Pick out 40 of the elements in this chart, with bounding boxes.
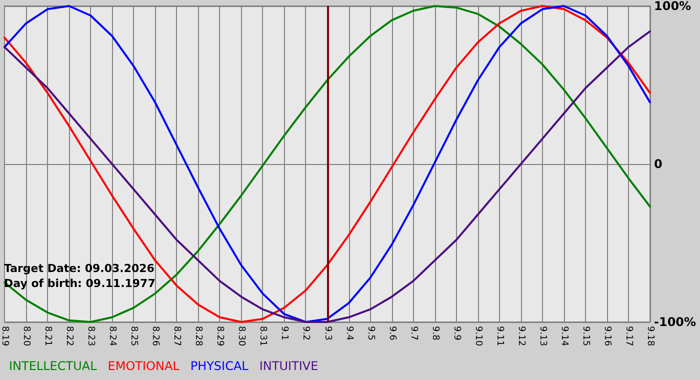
x-tick-label: 9.7 xyxy=(408,326,418,340)
x-tick-label: 8.24 xyxy=(107,326,118,346)
x-tick-label: 8.25 xyxy=(128,326,139,346)
text: PHYSICAL xyxy=(190,359,249,373)
x-tick-label: 9.18 xyxy=(645,326,655,346)
y-tick-label: -100% xyxy=(654,315,696,329)
x-tick-label: 9.11 xyxy=(494,326,504,346)
x-tick-label: 8.20 xyxy=(21,326,32,346)
x-tick-label: 8.23 xyxy=(86,326,96,346)
y-tick-label: 0 xyxy=(654,157,662,171)
x-tick-label: 9.1 xyxy=(279,326,290,340)
annotation: Day of birth: 09.11.1977 xyxy=(4,277,156,290)
text: INTELLECTUAL xyxy=(9,359,98,373)
x-tick-label: 9.9 xyxy=(451,326,462,341)
x-tick-label: 9.5 xyxy=(365,326,376,340)
x-tick-label: 9.14 xyxy=(558,326,569,346)
x-tick-label: 9.16 xyxy=(602,326,612,346)
x-tick-label: 9.17 xyxy=(623,326,634,346)
x-tick-label: 9.8 xyxy=(430,326,440,341)
x-tick-label: 9.13 xyxy=(537,326,548,346)
x-tick-label: 8.26 xyxy=(150,326,160,346)
text: EMOTIONAL xyxy=(108,359,180,373)
x-tick-label: 9.4 xyxy=(344,326,354,341)
x-tick-label: 9.6 xyxy=(386,326,397,341)
y-tick-label: 100% xyxy=(654,0,692,13)
x-tick-label: 8.31 xyxy=(258,326,268,346)
x-tick-label: 9.2 xyxy=(300,326,311,340)
x-tick-label: 8.28 xyxy=(193,326,204,346)
x-tick-label: 8.30 xyxy=(236,326,246,346)
x-tick-label: 9.10 xyxy=(472,326,483,346)
x-tick-label: 8.27 xyxy=(172,326,182,346)
annotation: Target Date: 09.03.2026 xyxy=(4,262,155,275)
x-tick-label: 9.3 xyxy=(322,326,332,340)
x-tick-label: 8.22 xyxy=(64,326,74,346)
x-tick-label: 8.19 xyxy=(0,326,10,346)
text: INTUITIVE xyxy=(259,359,318,373)
x-tick-label: 8.29 xyxy=(214,326,225,346)
x-tick-label: 9.15 xyxy=(580,326,590,346)
x-tick-label: 8.21 xyxy=(42,326,53,346)
x-tick-label: 9.12 xyxy=(516,326,526,346)
